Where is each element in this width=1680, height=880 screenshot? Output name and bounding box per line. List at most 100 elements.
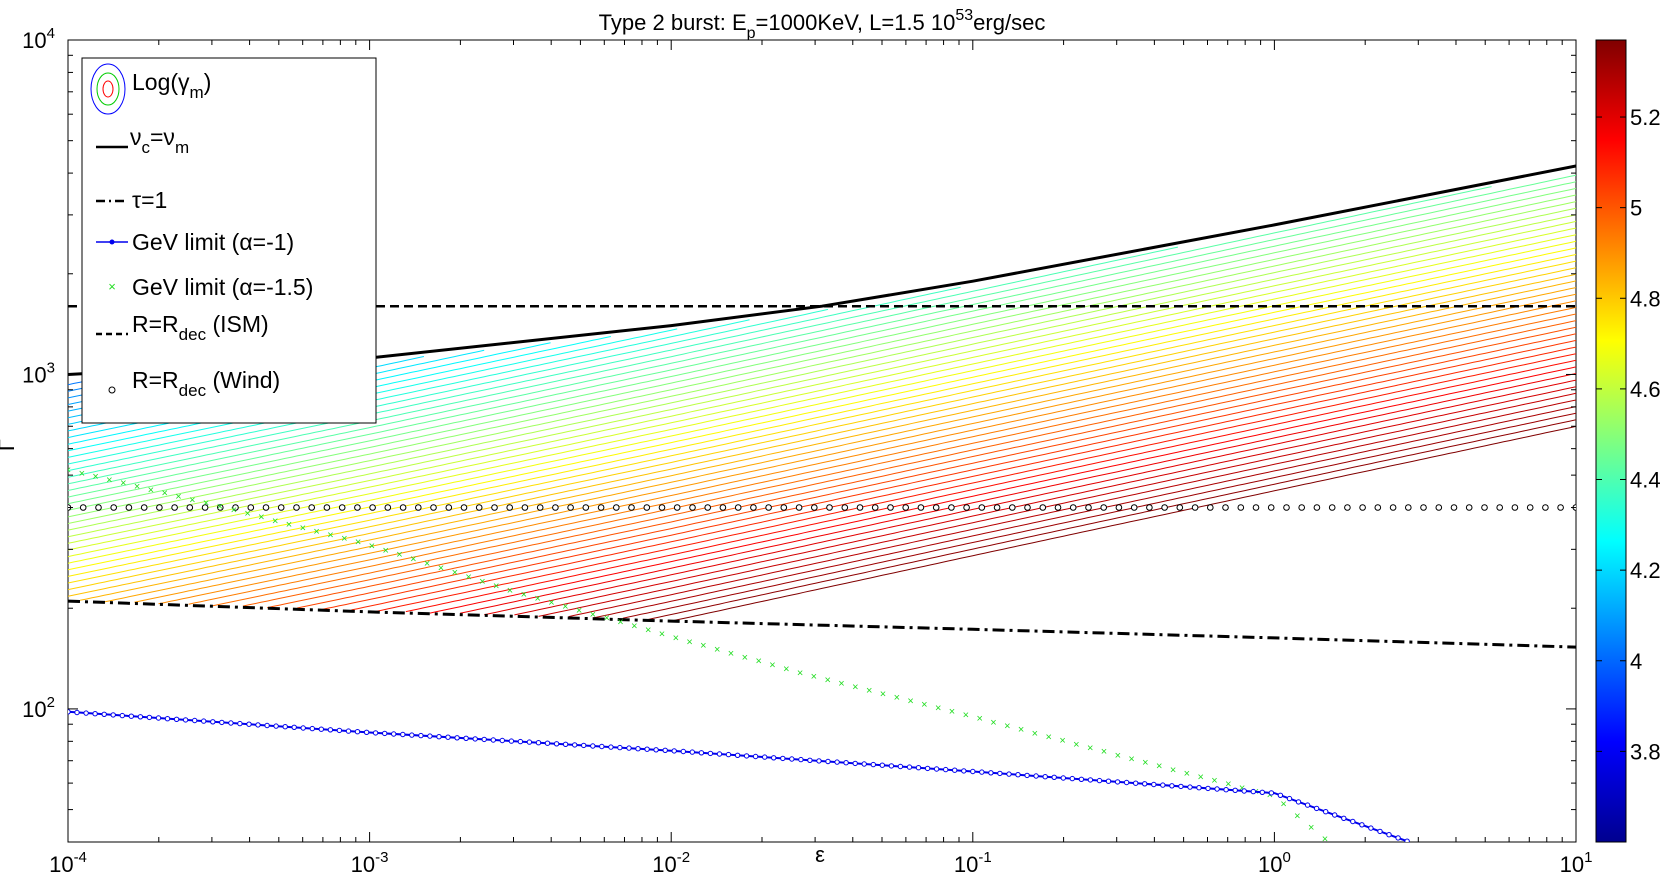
contour-line (68, 207, 1576, 531)
green-x-point-marker: × (1101, 746, 1107, 758)
contour-line (459, 373, 1576, 614)
blue-point-marker (1332, 812, 1338, 818)
wind-point-marker (1450, 504, 1458, 511)
blue-point-marker (309, 725, 315, 732)
green-x-point-marker: × (231, 505, 237, 517)
contour-line (188, 306, 1576, 605)
green-x-point-marker: × (700, 640, 706, 652)
wind-point-marker (1130, 504, 1138, 511)
green-x-point-marker: × (949, 706, 955, 718)
y-axis-label: Γ (0, 439, 19, 451)
blue-point-marker (318, 726, 324, 732)
green-x-point-marker: × (286, 519, 292, 531)
blue-point-marker (246, 721, 252, 727)
blue-point-marker (291, 724, 297, 730)
green-x-point-marker: × (493, 581, 499, 593)
blue-point-marker (1395, 835, 1401, 841)
wind-point-marker (765, 504, 772, 511)
blue-point-marker (1277, 792, 1284, 798)
blue-point-marker (237, 720, 243, 727)
blue-point-marker (961, 768, 967, 774)
blue-point-marker (363, 729, 370, 735)
contour-line (80, 280, 1576, 601)
blue-point-marker (970, 768, 976, 775)
wind-point-marker (1298, 504, 1305, 511)
green-x-point-marker: × (714, 644, 720, 656)
legend-item-gev-alpha-1-5: × GeV limit (α=-1.5) (108, 274, 313, 300)
blue-point-marker (273, 723, 279, 729)
blue-point-marker (1205, 785, 1211, 792)
green-x-point-marker: × (120, 478, 126, 490)
colorbar-tick-label: 4.8 (1630, 286, 1661, 311)
blue-point-marker (1232, 787, 1238, 793)
chart-title: Type 2 burst: Ep=1000KeV, L=1.5 1053erg/… (599, 7, 1046, 42)
axes-layer: 10-4 10-3 10-2 10-1 100 101 102 103 104 (22, 25, 1592, 877)
wind-point-marker (1115, 504, 1123, 511)
green-x-point-marker: × (852, 682, 858, 694)
wind-point-marker (552, 504, 559, 511)
green-x-point-marker: × (603, 613, 609, 625)
blue-point-marker (526, 739, 533, 745)
contour-line (68, 260, 1576, 584)
green-x-point-marker: × (1142, 757, 1148, 769)
blue-point-marker (354, 729, 361, 735)
wind-point-marker (232, 504, 239, 511)
open-circle-marker-icon (108, 386, 116, 394)
green-x-point-marker: × (673, 633, 679, 645)
blue-point-marker (255, 722, 261, 728)
wind-point-marker (734, 504, 742, 511)
green-x-point-marker: × (1363, 869, 1369, 875)
blue-point-marker (1286, 795, 1293, 802)
blue-point-marker (264, 722, 270, 729)
blue-point-marker (933, 766, 940, 772)
legend-item-nu-c-equals-nu-m: νc=νm (96, 124, 189, 157)
gamma-m-contours (68, 174, 1576, 622)
green-x-point-marker: × (1004, 721, 1010, 733)
green-x-marker-icon: × (108, 279, 116, 294)
wind-point-marker (1024, 504, 1031, 511)
blue-point-marker (1169, 783, 1175, 789)
blue-point-marker (418, 732, 424, 739)
wind-point-marker (1405, 504, 1412, 511)
wind-point-marker (887, 504, 894, 511)
wind-point-marker (750, 504, 757, 511)
blue-point-marker (1323, 809, 1329, 815)
blue-point-marker (897, 763, 904, 770)
blue-point-marker (1196, 785, 1202, 791)
green-x-point-marker: × (1308, 822, 1314, 834)
blue-point-marker (816, 758, 822, 764)
contour-line (68, 273, 1576, 597)
green-x-point-marker: × (576, 605, 582, 617)
wind-point-marker (521, 504, 529, 511)
title-sup: 53 (955, 7, 973, 24)
blue-point-marker (644, 746, 650, 752)
blue-point-marker (689, 749, 695, 755)
wind-point-marker (110, 504, 117, 511)
green-x-point-marker: × (645, 625, 651, 637)
blue-point-marker (1313, 805, 1320, 812)
wind-point-marker (201, 504, 209, 511)
contour-line (68, 214, 1576, 538)
blue-point-marker (707, 750, 714, 757)
green-x-point-marker: × (1280, 799, 1286, 811)
blue-point-marker (789, 756, 795, 762)
contour-line (104, 287, 1576, 603)
legend-box (81, 57, 377, 424)
green-x-point-marker: × (1045, 732, 1051, 744)
green-x-point-marker: × (797, 667, 803, 679)
blue-point-marker (490, 737, 496, 743)
green-x-point-marker: × (1322, 834, 1328, 846)
colorbar-tick-label: 4.2 (1630, 558, 1661, 583)
blue-point-marker (345, 728, 352, 734)
blue-point-marker (771, 755, 777, 761)
contour-line (68, 286, 961, 478)
contour-line (68, 254, 1576, 577)
blue-point-marker (1187, 784, 1193, 790)
green-x-point-marker: × (1239, 782, 1245, 794)
wind-point-marker (1283, 504, 1290, 511)
wind-point-marker (293, 504, 300, 511)
green-x-point-marker: × (341, 533, 347, 545)
blue-point-marker (372, 730, 379, 736)
